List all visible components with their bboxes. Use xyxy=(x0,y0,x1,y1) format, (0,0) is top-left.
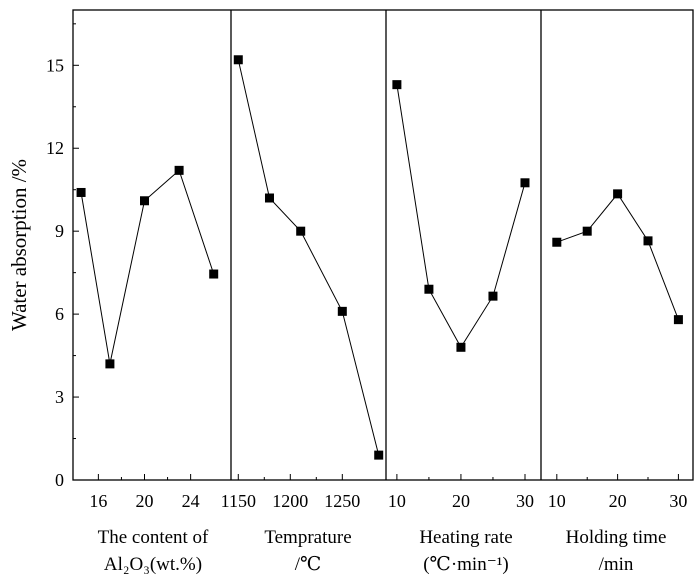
x-axis-title-al2o3: The content of xyxy=(98,527,209,548)
data-point-holding_time xyxy=(582,226,592,236)
data-point-heating_rate xyxy=(488,291,498,301)
data-point-heating_rate xyxy=(520,178,530,188)
x-tick-label: 1150 xyxy=(221,491,256,511)
data-point-al2o3 xyxy=(140,196,150,206)
y-tick-label: 15 xyxy=(46,55,64,75)
plot-frame xyxy=(72,9,694,481)
data-point-al2o3 xyxy=(209,269,219,279)
x-axis-subtitle-al2o3: Al₂O₃(wt.%) xyxy=(104,554,202,575)
x-tick-label: 30 xyxy=(516,491,534,511)
data-point-holding_time xyxy=(673,315,683,325)
data-point-heating_rate xyxy=(424,284,434,294)
x-axis-subtitle-temperature: /℃ xyxy=(295,554,322,575)
data-point-temperature xyxy=(233,55,243,65)
data-point-temperature xyxy=(296,226,306,236)
data-point-al2o3 xyxy=(105,359,115,369)
y-axis-title: Water absorption /% xyxy=(7,159,31,331)
data-point-temperature xyxy=(337,306,347,316)
series-line-heating_rate xyxy=(396,84,526,349)
x-tick-label: 24 xyxy=(182,491,200,511)
data-point-temperature xyxy=(374,450,384,460)
x-tick-label: 10 xyxy=(388,491,406,511)
x-tick-label: 20 xyxy=(452,491,470,511)
data-point-holding_time xyxy=(552,237,562,247)
data-point-al2o3 xyxy=(76,187,86,197)
x-axis-subtitle-holding_time: /min xyxy=(599,554,634,575)
series-line-holding_time xyxy=(556,193,679,320)
data-point-temperature xyxy=(264,193,274,203)
series-line-temperature xyxy=(237,59,380,456)
y-tick-label: 9 xyxy=(55,221,64,241)
x-tick-label: 20 xyxy=(609,491,627,511)
y-tick-label: 3 xyxy=(55,387,64,407)
y-tick-label: 6 xyxy=(55,304,64,324)
x-tick-label: 20 xyxy=(136,491,154,511)
data-point-holding_time xyxy=(613,189,623,199)
x-axis-title-temperature: Temprature xyxy=(264,527,351,548)
x-tick-label: 16 xyxy=(89,491,107,511)
data-point-heating_rate xyxy=(456,342,466,352)
x-axis-subtitle-heating_rate: (℃·min⁻¹) xyxy=(423,554,509,575)
x-tick-label: 1250 xyxy=(324,491,360,511)
x-axis-title-holding_time: Holding time xyxy=(566,527,667,548)
data-point-al2o3 xyxy=(174,165,184,175)
x-tick-label: 30 xyxy=(669,491,687,511)
data-point-heating_rate xyxy=(392,80,402,90)
x-tick-label: 1200 xyxy=(272,491,308,511)
x-axis-title-heating_rate: Heating rate xyxy=(419,527,512,548)
y-tick-label: 12 xyxy=(46,138,64,158)
data-point-holding_time xyxy=(643,236,653,246)
x-tick-label: 10 xyxy=(548,491,566,511)
y-tick-label: 0 xyxy=(55,470,64,490)
